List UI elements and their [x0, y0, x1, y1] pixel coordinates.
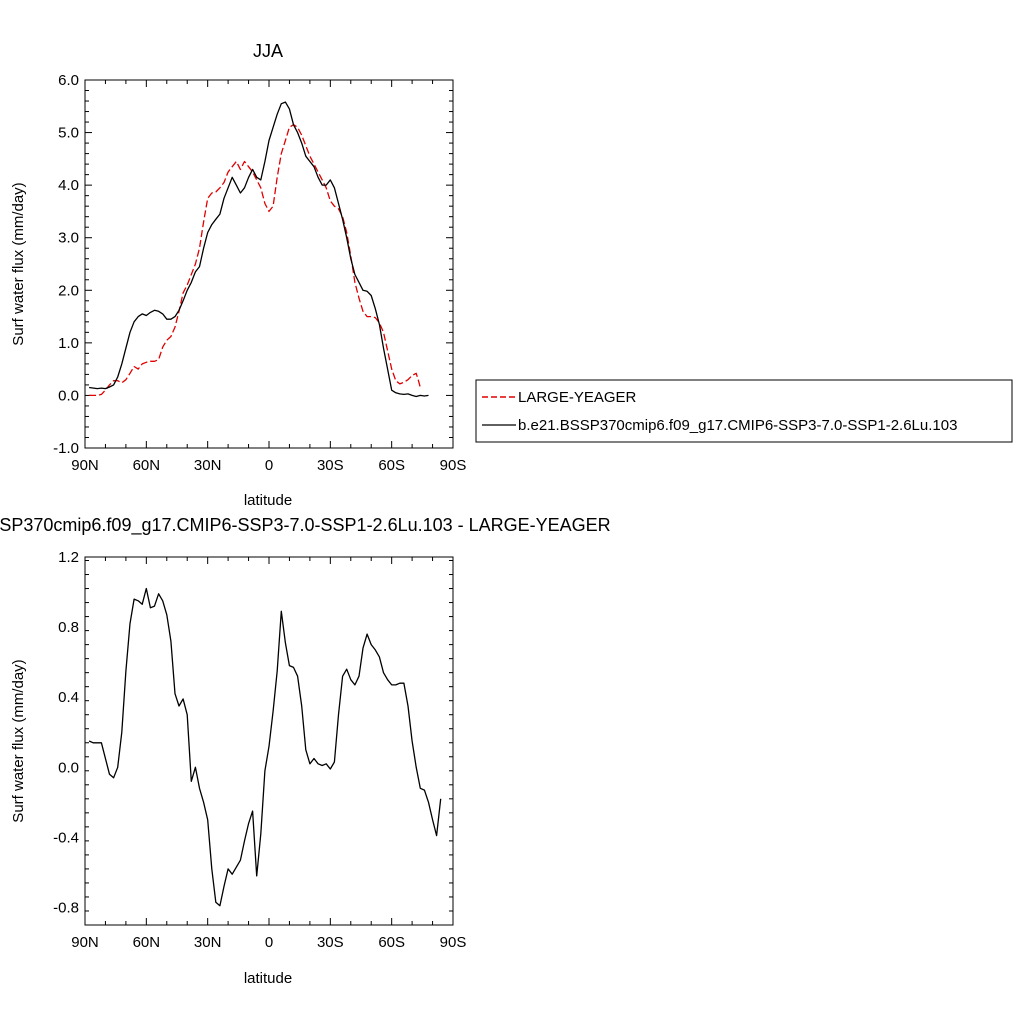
x-tick-label: 30N — [194, 457, 222, 474]
y-tick-label: 3.0 — [58, 230, 79, 247]
series-line-0 — [88, 587, 442, 907]
bottom-x-axis-label: latitude — [244, 970, 292, 987]
y-tick-label: -0.4 — [53, 829, 79, 846]
top-chart-title: JJA — [253, 41, 283, 61]
x-tick-label: 0 — [265, 457, 273, 474]
series-line-0 — [89, 124, 421, 397]
x-tick-label: 60N — [133, 457, 161, 474]
y-tick-label: 4.0 — [58, 177, 79, 194]
bottom-y-axis-label: Surf water flux (mm/day) — [10, 659, 27, 822]
x-tick-label: 30S — [317, 934, 344, 951]
x-tick-label: 60N — [133, 934, 161, 951]
bottom-series-lines — [88, 587, 442, 907]
legend-box — [475, 379, 1013, 443]
y-tick-label: -0.8 — [53, 899, 79, 916]
bottom-chart-title: b.e21.BSSP370cmip6.f09_g17.CMIP6-SSP3-7.… — [0, 515, 611, 536]
y-tick-label: 0.8 — [58, 619, 79, 636]
x-tick-label: 60S — [378, 934, 405, 951]
legend: LARGE-YEAGER b.e21.BSSP370cmip6.f09_g17.… — [475, 379, 1013, 443]
x-tick-label: 0 — [265, 934, 273, 951]
y-tick-label: 0.0 — [58, 759, 79, 776]
series-line-1 — [89, 101, 429, 398]
top-x-axis-label: latitude — [244, 492, 292, 509]
y-tick-label: 0.4 — [58, 689, 79, 706]
x-tick-label: 90N — [71, 457, 99, 474]
legend-label-experiment: b.e21.BSSP370cmip6.f09_g17.CMIP6-SSP3-7.… — [518, 417, 957, 434]
top-panel: JJA -1.0 0.0 1.0 2.0 3.0 4.0 5.0 6.0 90N 60N 30N 0… — [10, 41, 466, 509]
x-tick-label: 90S — [440, 934, 467, 951]
bottom-panel: b.e21.BSSP370cmip6.f09_g17.CMIP6-SSP3-7.… — [0, 515, 611, 987]
y-tick-label: 1.0 — [58, 335, 79, 352]
bottom-plot-frame — [84, 556, 454, 926]
bottom-x-tick-labels: 90N 60N 30N 0 30S 60S 90S — [71, 934, 466, 951]
y-tick-label: 1.2 — [58, 549, 79, 566]
top-plot-frame — [84, 79, 454, 449]
top-x-tick-labels: 90N 60N 30N 0 30S 60S 90S — [71, 457, 466, 474]
top-y-axis-label: Surf water flux (mm/day) — [10, 182, 27, 345]
x-tick-label: 90N — [71, 934, 99, 951]
x-tick-label: 30N — [194, 934, 222, 951]
y-tick-label: 0.0 — [58, 387, 79, 404]
y-tick-label: 6.0 — [58, 72, 79, 89]
legend-label-large-yeager: LARGE-YEAGER — [518, 389, 637, 406]
x-tick-label: 30S — [317, 457, 344, 474]
top-y-tick-labels: -1.0 0.0 1.0 2.0 3.0 4.0 5.0 6.0 — [53, 72, 79, 457]
top-series-lines — [89, 101, 429, 398]
x-tick-label: 60S — [378, 457, 405, 474]
bottom-y-tick-labels: -0.8 -0.4 0.0 0.4 0.8 1.2 — [53, 549, 79, 916]
y-tick-label: 2.0 — [58, 282, 79, 299]
y-tick-label: -1.0 — [53, 440, 79, 457]
y-tick-label: 5.0 — [58, 125, 79, 142]
x-tick-label: 90S — [440, 457, 467, 474]
